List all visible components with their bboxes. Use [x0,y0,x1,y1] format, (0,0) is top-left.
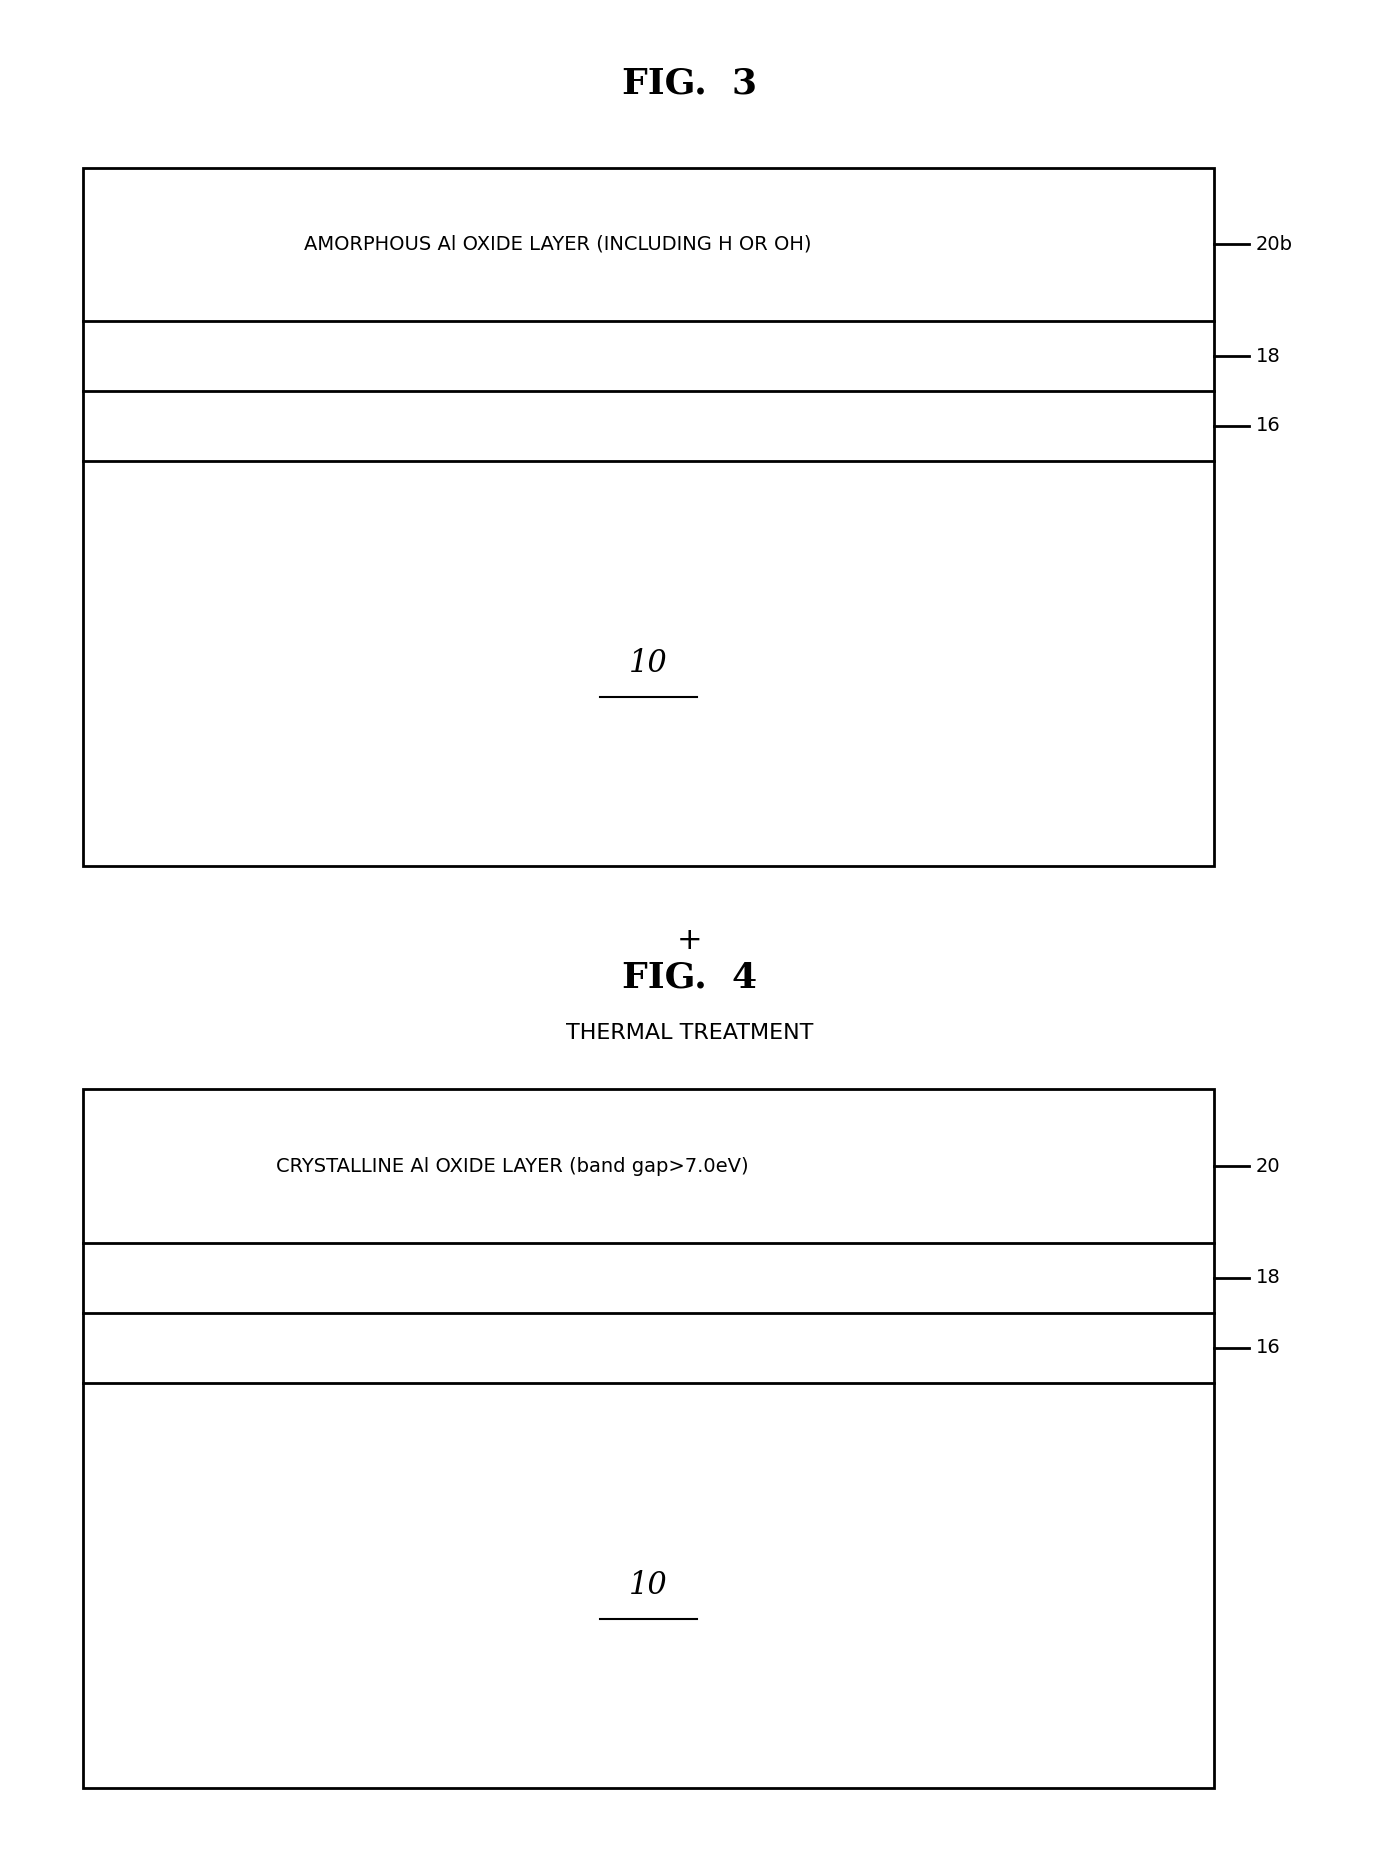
Text: AMORPHOUS Al OXIDE LAYER (INCLUDING H OR OH): AMORPHOUS Al OXIDE LAYER (INCLUDING H OR… [305,235,811,253]
Text: 20: 20 [1256,1156,1281,1175]
Text: 16: 16 [1256,1339,1281,1357]
Text: 16: 16 [1256,417,1281,436]
Text: 18: 18 [1256,1268,1281,1287]
Text: FIG.  3: FIG. 3 [622,67,758,101]
Text: FIG.  4: FIG. 4 [622,961,758,994]
Text: THERMAL TREATMENT: THERMAL TREATMENT [566,1024,814,1043]
Bar [83,1089,1214,1788]
Text: 10: 10 [629,648,668,680]
Text: 10: 10 [629,1570,668,1601]
Text: 20b: 20b [1256,235,1293,253]
Text: 18: 18 [1256,346,1281,365]
Text: CRYSTALLINE Al OXIDE LAYER (band gap>7.0eV): CRYSTALLINE Al OXIDE LAYER (band gap>7.0… [276,1156,749,1175]
Bar [83,168,1214,866]
Text: +: + [678,925,702,955]
